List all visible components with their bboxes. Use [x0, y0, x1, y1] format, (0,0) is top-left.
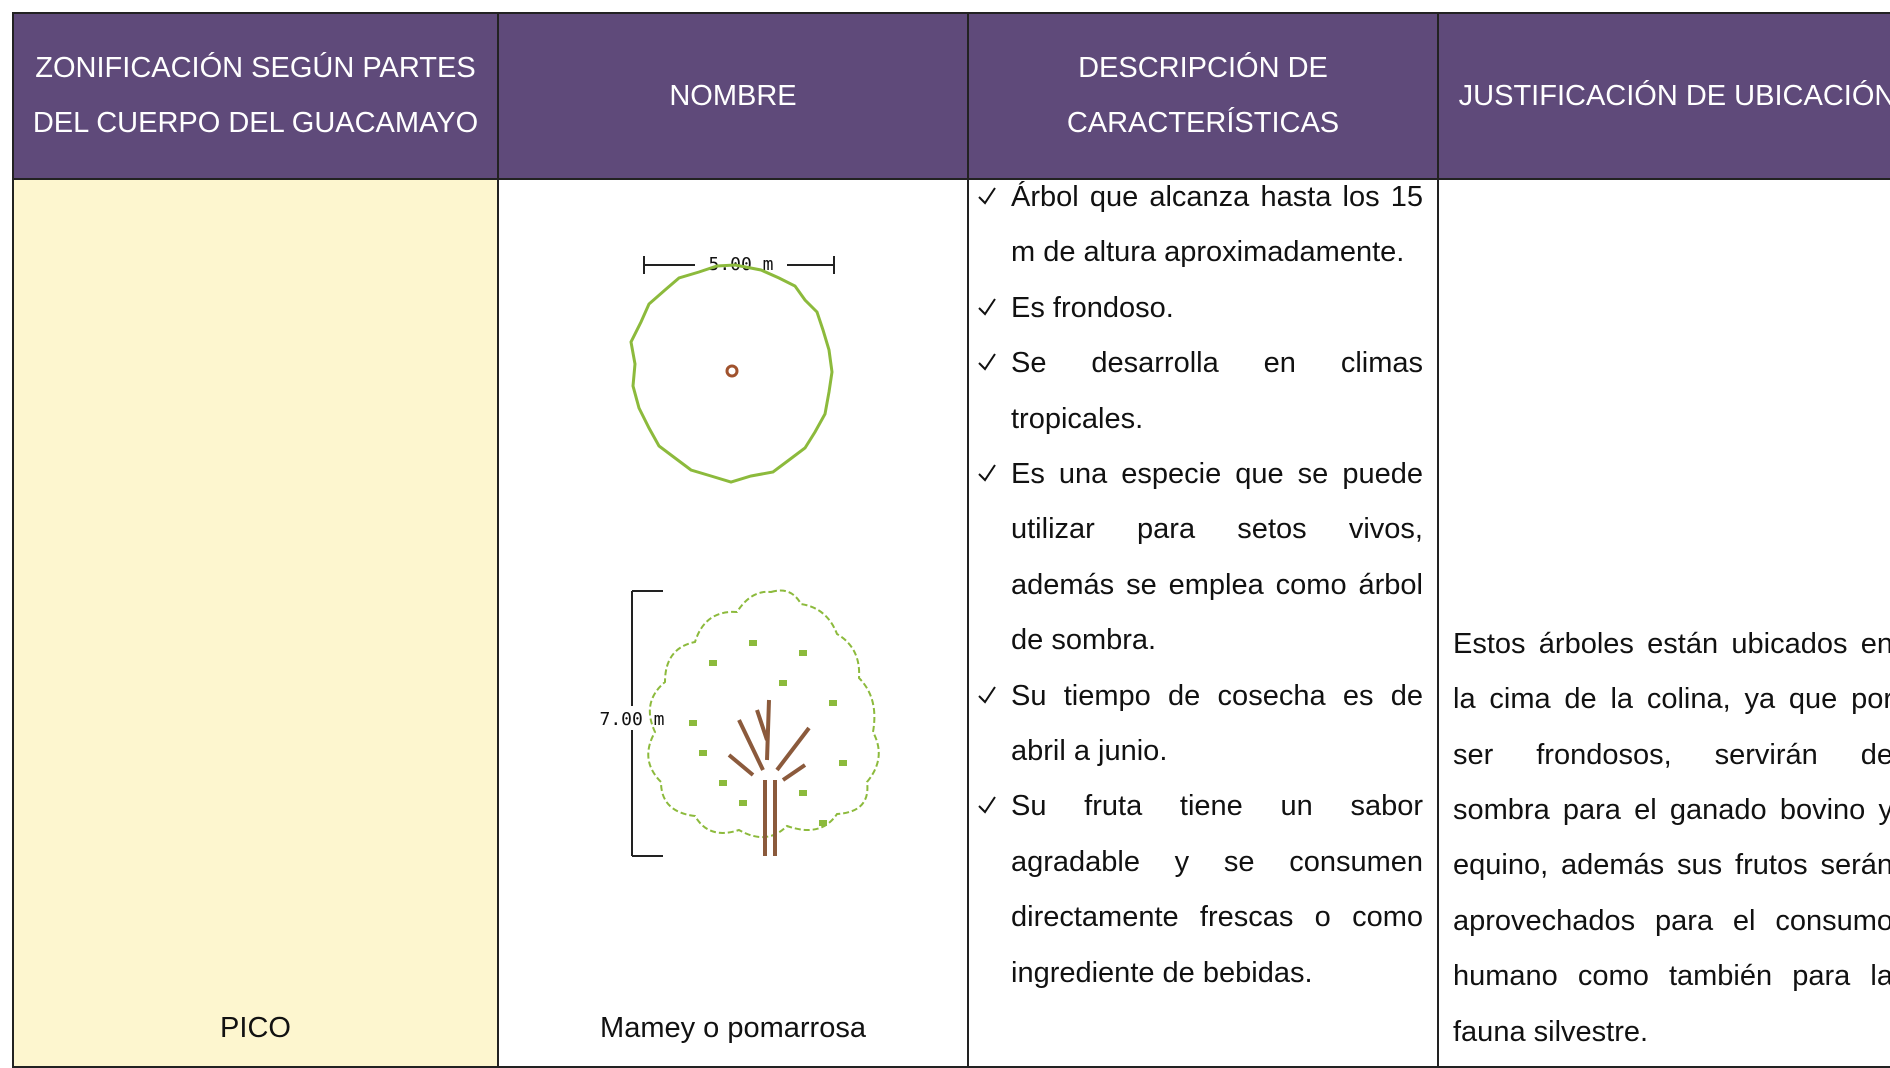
description-item: Su fruta tiene un sabor agradable y se c…	[978, 779, 1423, 1001]
description-item: Su tiempo de cosecha es de abril a junio…	[978, 669, 1423, 780]
header-cell: ZONIFICACIÓN SEGÚN PARTES DEL CUERPO DEL…	[12, 12, 499, 180]
description-text: Se desarrolla en climas tropicales.	[1011, 347, 1423, 435]
description-text: Es frondoso.	[1011, 291, 1174, 324]
header-cell: NOMBRE	[497, 12, 969, 180]
description-text: Su tiempo de cosecha es de abril a junio…	[1011, 679, 1423, 768]
check-icon	[978, 298, 996, 316]
check-icon	[978, 686, 996, 704]
name-text: Mamey o pomarrosa	[600, 1011, 866, 1044]
header-cell: DESCRIPCIÓN DE CARACTERÍSTICAS	[967, 12, 1439, 180]
description-item: Es frondoso.	[978, 281, 1423, 336]
justification-text: Estos árboles están ubicados en la cima …	[1453, 627, 1890, 1048]
description-text: Es una especie que se puede utilizar par…	[1011, 458, 1423, 657]
zone-text: PICO	[220, 1011, 291, 1044]
description-cell: Árbol que alcanza hasta los 15 m de altu…	[967, 178, 1439, 1068]
description-text: Árbol que alcanza hasta los 15 m de altu…	[1011, 181, 1423, 269]
header-cell: JUSTIFICACIÓN DE UBICACIÓN	[1437, 12, 1890, 180]
description-text: Su fruta tiene un sabor agradable y se c…	[1011, 790, 1423, 989]
zone-cell: PICO	[12, 178, 499, 1068]
description-item: Árbol que alcanza hasta los 15 m de altu…	[978, 180, 1423, 281]
justification-cell: Estos árboles están ubicados en la cima …	[1437, 178, 1890, 1068]
check-icon	[978, 796, 996, 815]
check-icon	[978, 187, 996, 205]
description-item: Se desarrolla en climas tropicales.	[978, 336, 1423, 447]
name-cell: 5.00 m 7.00 m Mamey o pomarrosa	[497, 178, 969, 1068]
check-icon	[978, 464, 996, 482]
description-list: Árbol que alcanza hasta los 15 m de altu…	[969, 180, 1437, 1001]
check-icon	[978, 353, 996, 371]
dimension-label: 7.00 m	[599, 709, 664, 730]
tree-drawing: 5.00 m 7.00 m	[599, 252, 880, 857]
description-item: Es una especie que se puede utilizar par…	[978, 447, 1423, 669]
